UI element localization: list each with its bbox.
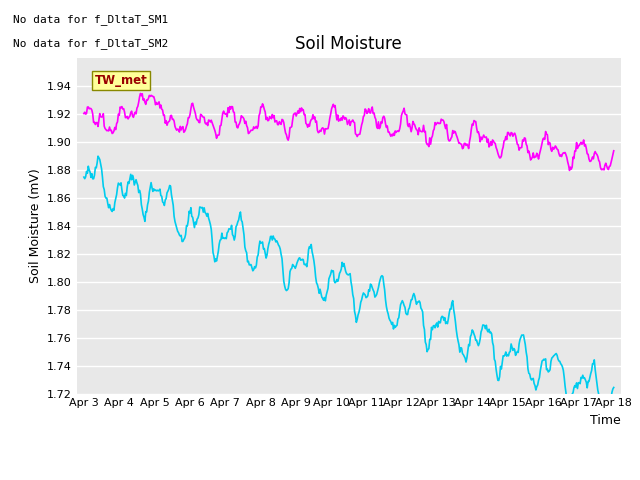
Title: Soil Moisture: Soil Moisture: [296, 35, 402, 53]
Y-axis label: Soil Moisture (mV): Soil Moisture (mV): [29, 168, 42, 283]
X-axis label: Time: Time: [590, 414, 621, 427]
Text: No data for f_DltaT_SM2: No data for f_DltaT_SM2: [13, 38, 168, 49]
Text: TW_met: TW_met: [95, 74, 147, 87]
Text: No data for f_DltaT_SM1: No data for f_DltaT_SM1: [13, 14, 168, 25]
